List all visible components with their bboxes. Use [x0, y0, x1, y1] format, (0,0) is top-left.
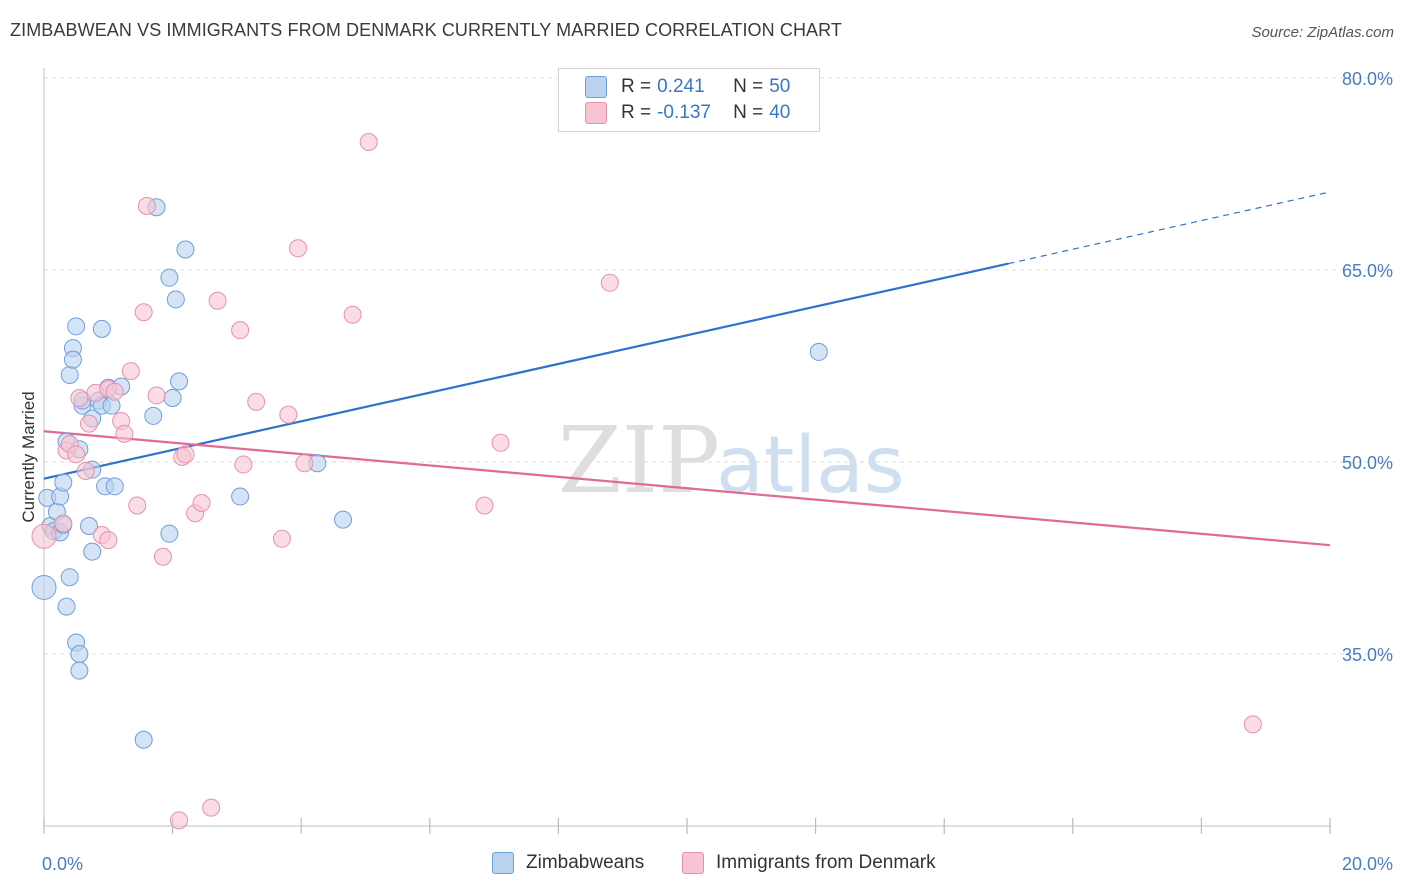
- denmark-point: [1243, 715, 1262, 734]
- zimbabwean-point: [333, 510, 352, 529]
- legend-label: Zimbabweans: [526, 852, 645, 873]
- denmark-point: [134, 303, 153, 322]
- zimbabwean-point: [160, 268, 179, 287]
- denmark-point: [247, 392, 266, 411]
- zimbabwean-point: [80, 517, 99, 535]
- zimbabwean-point: [809, 342, 828, 361]
- zimbabwean-trend-line: [43, 262, 1009, 480]
- y-axis-label: Currently Married: [19, 391, 38, 522]
- denmark-point: [192, 493, 211, 512]
- zimbabwean-point: [144, 406, 163, 425]
- zimbabwean-trend-extension: [1008, 191, 1331, 265]
- zimbabwean-point: [170, 372, 189, 391]
- series-legend: Zimbabweans Immigrants from Denmark: [0, 852, 1406, 878]
- zimbabwean-point: [160, 524, 179, 543]
- x-tick-label: 20.0%: [1342, 854, 1393, 874]
- source-label: Source: ZipAtlas.com: [1251, 24, 1394, 41]
- denmark-point: [147, 386, 166, 405]
- denmark-point: [295, 454, 314, 473]
- y-tick-label: 35.0%: [1342, 645, 1393, 665]
- legend-label: Immigrants from Denmark: [716, 852, 936, 873]
- denmark-point: [76, 461, 95, 480]
- zimbabwean-point: [70, 645, 89, 663]
- zimbabwean-point: [67, 317, 86, 336]
- denmark-point: [359, 133, 378, 151]
- zimbabwean-point: [31, 574, 57, 600]
- trend-lines: [43, 191, 1331, 547]
- data-points: [31, 133, 1262, 830]
- n-label: N =: [733, 102, 764, 123]
- denmark-point: [491, 433, 510, 452]
- zimbabwean-point: [54, 473, 73, 492]
- blue-swatch: [585, 76, 607, 98]
- legend-item-zimbabweans[interactable]: Zimbabweans: [492, 852, 644, 874]
- denmark-point: [67, 445, 86, 464]
- zimbabwean-point: [83, 542, 102, 561]
- watermark-zip: ZIP: [558, 407, 720, 514]
- r-label: R =: [621, 76, 652, 97]
- grid-lines: [44, 77, 1392, 655]
- zimbabwean-point: [60, 365, 79, 384]
- zimbabwean-point: [63, 350, 82, 369]
- zimbabwean-point: [163, 389, 182, 407]
- r-label: R =: [621, 102, 652, 123]
- zimbabwean-point: [70, 661, 89, 680]
- zimbabwean-point: [60, 568, 79, 587]
- denmark-point: [176, 445, 195, 464]
- chart-title: ZIMBABWEAN VS IMMIGRANTS FROM DENMARK CU…: [10, 20, 843, 40]
- denmark-point: [115, 424, 134, 443]
- blue-swatch: [492, 852, 514, 874]
- denmark-point: [128, 496, 147, 515]
- denmark-point: [202, 798, 221, 817]
- denmark-point: [234, 455, 253, 474]
- denmark-point: [80, 414, 99, 433]
- r-value: 0.241: [657, 76, 705, 97]
- zimbabwean-point: [57, 597, 76, 616]
- n-value: 50: [769, 76, 791, 97]
- denmark-point: [121, 362, 140, 381]
- x-tick-label: 0.0%: [42, 854, 83, 874]
- denmark-point: [600, 273, 619, 292]
- watermark-atlas: atlas: [716, 421, 905, 511]
- correlation-legend: R = 0.241 N = 50 R = -0.137 N = 40: [558, 68, 820, 132]
- pink-swatch: [585, 102, 607, 124]
- n-label: N =: [733, 76, 764, 97]
- denmark-point: [31, 523, 57, 549]
- legend-row-denmark: R = -0.137 N = 40: [585, 101, 790, 125]
- r-value: -0.137: [657, 102, 711, 123]
- zimbabwean-point: [134, 730, 153, 749]
- y-tick-label: 50.0%: [1342, 453, 1393, 473]
- zimbabwean-point: [105, 477, 124, 496]
- denmark-point: [231, 321, 250, 340]
- y-tick-label: 80.0%: [1342, 69, 1393, 89]
- denmark-point: [99, 531, 118, 550]
- denmark-point: [137, 197, 156, 215]
- zimbabwean-point: [92, 319, 111, 338]
- y-tick-label: 65.0%: [1342, 261, 1393, 281]
- axes: [43, 68, 1331, 834]
- denmark-point: [70, 389, 89, 407]
- denmark-point: [279, 405, 298, 424]
- denmark-point: [105, 382, 124, 401]
- denmark-point: [170, 811, 189, 830]
- pink-swatch: [682, 852, 704, 874]
- denmark-point: [272, 529, 291, 548]
- denmark-trend-line: [43, 430, 1331, 547]
- denmark-point: [475, 496, 494, 515]
- tick-labels: 35.0% 50.0% 65.0% 80.0% 0.0% 20.0%: [42, 69, 1393, 874]
- n-value: 40: [769, 102, 791, 123]
- zimbabwean-point: [166, 290, 185, 309]
- watermark: ZIP atlas: [558, 407, 905, 514]
- denmark-point: [208, 291, 227, 310]
- denmark-point: [343, 305, 362, 324]
- denmark-point: [288, 239, 307, 258]
- zimbabwean-point: [176, 240, 195, 259]
- zimbabwean-point: [231, 487, 250, 506]
- denmark-point: [54, 514, 73, 533]
- legend-row-zimbabweans: R = 0.241 N = 50: [585, 75, 790, 99]
- denmark-point: [153, 547, 172, 566]
- legend-item-denmark[interactable]: Immigrants from Denmark: [682, 852, 936, 874]
